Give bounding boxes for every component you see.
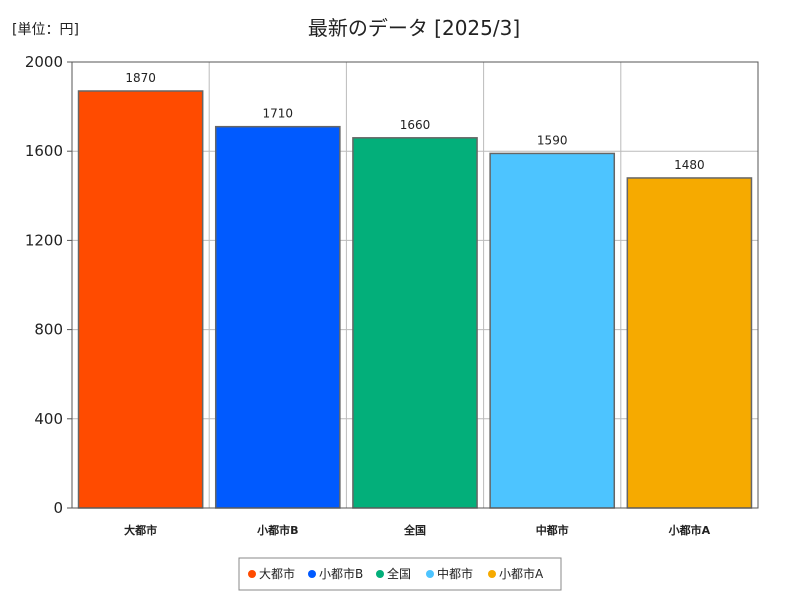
x-tick-label: 全国 bbox=[403, 523, 426, 537]
legend-marker bbox=[376, 570, 384, 578]
legend-item: 大都市 bbox=[248, 566, 295, 581]
y-tick-label: 2000 bbox=[25, 53, 63, 71]
y-tick-label: 0 bbox=[53, 499, 63, 517]
legend-label: 中都市 bbox=[437, 566, 473, 581]
legend-label: 小都市B bbox=[319, 566, 363, 581]
y-tick-label: 1600 bbox=[25, 142, 63, 160]
unit-label: [単位：円] bbox=[12, 22, 79, 38]
y-axis-ticks: 0 400 800 1200 1600 2000 bbox=[25, 53, 72, 517]
data-label: 1870 bbox=[125, 71, 156, 85]
data-labels: 1870 1710 1660 1590 1480 bbox=[125, 71, 704, 172]
legend-item: 小都市B bbox=[308, 566, 363, 581]
bar-1 bbox=[77, 90, 204, 509]
bar-4 bbox=[489, 152, 616, 509]
legend-item: 全国 bbox=[376, 566, 411, 581]
plot-frame bbox=[71, 61, 759, 509]
x-tick-label: 小都市B bbox=[256, 523, 298, 537]
x-tick-label: 中都市 bbox=[536, 523, 569, 537]
x-tick-label: 小都市A bbox=[668, 523, 711, 537]
legend-marker bbox=[308, 570, 316, 578]
data-label: 1660 bbox=[400, 118, 431, 132]
x-tick-label: 大都市 bbox=[124, 523, 157, 537]
bar-3 bbox=[352, 137, 478, 509]
y-tick-label: 400 bbox=[34, 410, 63, 428]
legend: 大都市 小都市B 全国 中都市 小都市A bbox=[238, 557, 562, 591]
chart-title: 最新のデータ [2025/3] bbox=[308, 16, 520, 40]
legend-box bbox=[238, 557, 562, 591]
legend-marker bbox=[248, 570, 256, 578]
legend-label: 全国 bbox=[387, 566, 411, 581]
data-label: 1590 bbox=[537, 133, 568, 147]
bars bbox=[77, 90, 753, 509]
bar-2 bbox=[214, 125, 341, 509]
data-label: 1710 bbox=[263, 107, 294, 121]
legend-label: 小都市A bbox=[499, 566, 544, 581]
data-label: 1480 bbox=[674, 158, 705, 172]
legend-item: 小都市A bbox=[488, 566, 544, 581]
legend-marker bbox=[488, 570, 496, 578]
legend-label: 大都市 bbox=[259, 566, 295, 581]
legend-item: 中都市 bbox=[426, 566, 473, 581]
bar-5 bbox=[626, 177, 753, 509]
x-axis-ticks: 大都市 小都市B 全国 中都市 小都市A bbox=[124, 523, 711, 537]
y-tick-label: 1200 bbox=[25, 231, 63, 249]
legend-marker bbox=[426, 570, 434, 578]
y-tick-label: 800 bbox=[34, 321, 63, 339]
